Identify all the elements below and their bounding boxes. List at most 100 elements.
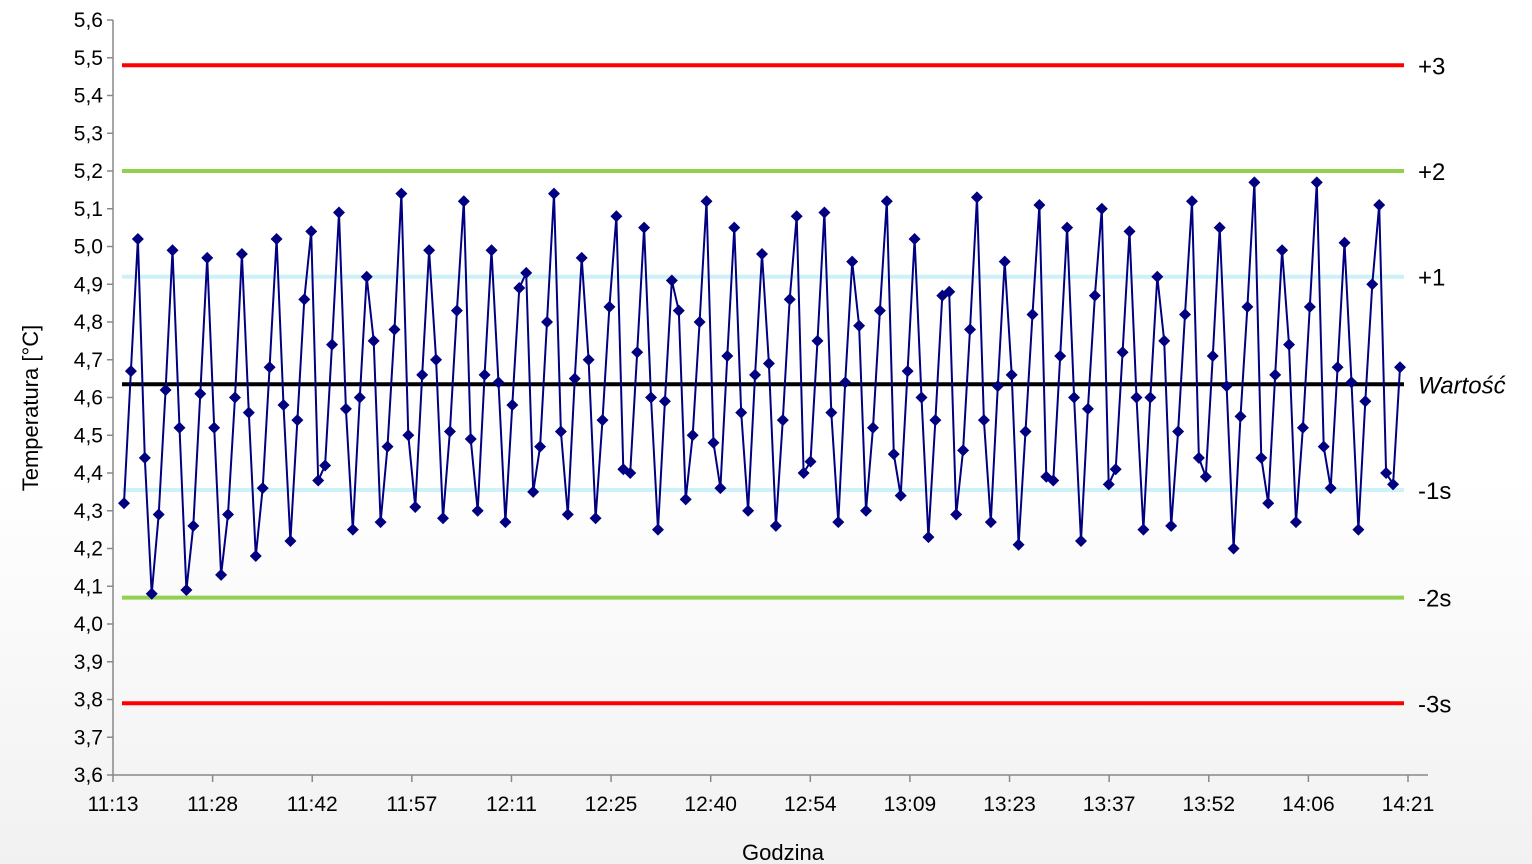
data-point (1185, 195, 1198, 208)
data-point (589, 512, 602, 525)
data-point (866, 421, 879, 434)
data-point (1338, 236, 1351, 249)
data-point (527, 485, 540, 498)
x-tick-label: 12:54 (784, 793, 837, 816)
data-point (534, 440, 547, 453)
y-tick-label: 4,9 (74, 273, 103, 296)
reference-label: +2 (1418, 159, 1445, 186)
y-tick-label: 4,6 (74, 387, 103, 410)
data-point (450, 304, 463, 317)
y-tick-label: 4,1 (74, 575, 103, 598)
data-point (624, 467, 637, 479)
data-point (187, 519, 200, 532)
x-tick-label: 12:40 (684, 793, 737, 816)
x-tick-label: 12:25 (585, 793, 638, 816)
data-point (145, 587, 158, 600)
data-point (402, 429, 415, 442)
data-point (1366, 278, 1379, 291)
data-point (1331, 361, 1344, 374)
data-point (520, 266, 533, 279)
data-point (825, 406, 838, 419)
data-point (1345, 376, 1358, 389)
y-axis-title: Temperatura [°C] (18, 325, 43, 492)
data-point (853, 319, 866, 332)
data-point (1047, 474, 1060, 487)
y-tick-label: 3,8 (74, 689, 103, 712)
data-point (804, 455, 817, 468)
data-point (1220, 380, 1233, 393)
data-point (658, 395, 671, 408)
y-tick-label: 4,2 (74, 538, 103, 561)
data-point (471, 504, 484, 517)
data-point (1130, 391, 1143, 404)
data-point (298, 293, 311, 306)
data-point (1241, 300, 1254, 313)
data-point (1206, 349, 1219, 362)
data-point (908, 232, 921, 245)
y-tick-label: 5,6 (74, 9, 103, 32)
data-point (873, 304, 886, 317)
data-point (950, 508, 963, 521)
data-point (173, 421, 186, 434)
data-point (499, 516, 512, 529)
data-point (1359, 395, 1372, 408)
data-point (991, 380, 1004, 393)
data-point (242, 406, 255, 419)
data-point (464, 433, 477, 446)
data-point (1151, 270, 1164, 283)
data-point (547, 187, 560, 200)
data-point (1394, 361, 1406, 374)
data-point (631, 346, 644, 359)
data-point (374, 516, 387, 529)
data-point (1005, 368, 1018, 381)
data-point (1296, 421, 1309, 434)
y-tick-label: 3,7 (74, 726, 103, 749)
data-point (721, 349, 734, 362)
data-point (728, 221, 741, 234)
data-point (818, 206, 831, 219)
x-tick-label: 13:09 (884, 793, 937, 816)
data-point (222, 508, 235, 521)
data-point (686, 429, 699, 442)
data-point (832, 516, 845, 529)
data-point (1324, 482, 1337, 495)
data-point (1310, 176, 1323, 189)
y-tick-label: 5,0 (74, 236, 103, 259)
data-point (568, 372, 581, 385)
data-point (762, 357, 775, 370)
data-point (457, 195, 470, 208)
data-point (1387, 478, 1400, 491)
x-tick-label: 11:13 (88, 793, 139, 816)
reference-label: +3 (1418, 53, 1445, 80)
data-point (1061, 221, 1074, 234)
data-point (367, 334, 380, 347)
data-point (1123, 225, 1136, 238)
data-point (1380, 467, 1393, 479)
data-point (1199, 470, 1212, 483)
y-tick-label: 5,4 (74, 85, 104, 108)
data-point (201, 251, 214, 264)
data-point (1262, 497, 1275, 510)
reference-label: -2s (1418, 586, 1451, 613)
y-tick-label: 4,8 (74, 311, 103, 334)
data-point (957, 444, 970, 457)
data-point (790, 210, 803, 223)
data-point (915, 391, 928, 404)
data-point (1352, 523, 1365, 536)
data-point (360, 270, 373, 283)
data-point (138, 451, 151, 464)
data-point (984, 516, 997, 529)
data-point (700, 195, 713, 208)
data-point (894, 489, 907, 502)
data-point (665, 274, 678, 287)
x-tick-label: 14:21 (1382, 793, 1435, 816)
data-point (839, 376, 852, 389)
data-point (1144, 391, 1157, 404)
data-point (485, 244, 498, 257)
y-tick-label: 3,9 (74, 651, 103, 674)
y-ticks: 3,6 3,7 3,8 3,9 4,0 4,1 4,2 4,3 4,4 4,5 4,6 4,7 4,8 4… (74, 9, 113, 787)
data-point (312, 474, 325, 487)
data-point (811, 334, 824, 347)
data-point (645, 391, 658, 404)
data-point (679, 493, 692, 506)
